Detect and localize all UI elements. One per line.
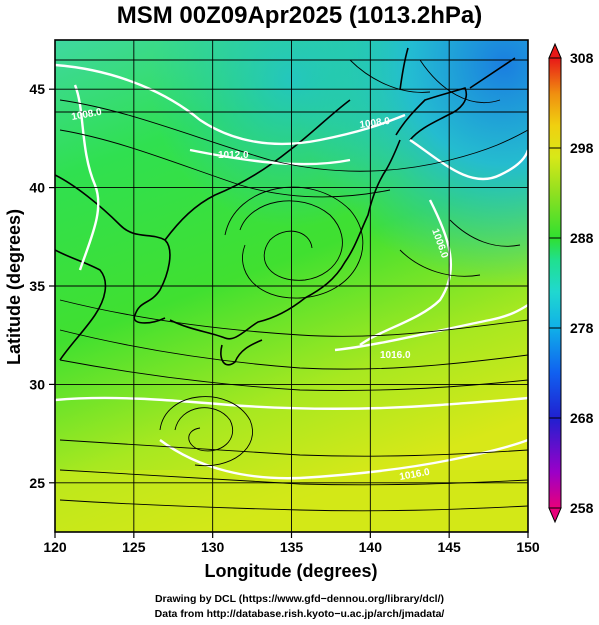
colorbar: 308 298 288 278 268 258 [548,42,594,524]
colorbar-scale [548,57,562,509]
x-tick-label: 140 [359,539,383,555]
colorbar-tick-label: 258 [570,500,594,516]
isobar-label: 1016.0 [380,350,411,361]
x-tick-label: 150 [516,539,540,555]
x-tick-label: 120 [43,539,67,555]
x-tick-label: 125 [122,539,146,555]
colorbar-tick-label: 268 [570,410,594,426]
colorbar-tick-label: 278 [570,320,594,336]
y-tick-label: 45 [29,81,45,97]
isobar-label: 1008.0 [359,116,391,131]
colorbar-tick-label: 308 [570,50,594,66]
isobar-label: 1008.0 [71,107,103,123]
credit-drawing: Drawing by DCL (https://www.gfd−dennou.o… [154,593,445,605]
x-axis: 120 125 130 135 140 145 150 [43,532,540,555]
credit-data-source: Data from http://database.rish.kyoto−u.a… [154,608,445,620]
isobar-label: 1012.0 [218,150,249,161]
coastlines [55,47,516,366]
y-tick-label: 25 [29,475,45,491]
colorbar-tick-label: 298 [570,140,594,156]
colorbar-min-arrow [548,507,562,524]
x-axis-label: Longitude (degrees) [204,561,377,581]
y-tick-label: 40 [29,180,45,196]
x-tick-label: 135 [280,539,304,555]
colorbar-tick-label: 288 [570,230,594,246]
y-tick-label: 30 [29,376,45,392]
map-title: MSM 00Z09Apr2025 (1013.2hPa) [116,2,483,29]
x-tick-label: 145 [437,539,461,555]
y-axis: 25 30 35 40 45 [29,81,55,491]
isobar-label: 1016.0 [399,467,431,483]
y-tick-label: 35 [29,278,45,294]
y-axis-label: Latitude (degrees) [4,209,24,365]
colorbar-max-arrow [548,42,562,59]
isobars [55,63,528,480]
x-tick-label: 130 [201,539,225,555]
